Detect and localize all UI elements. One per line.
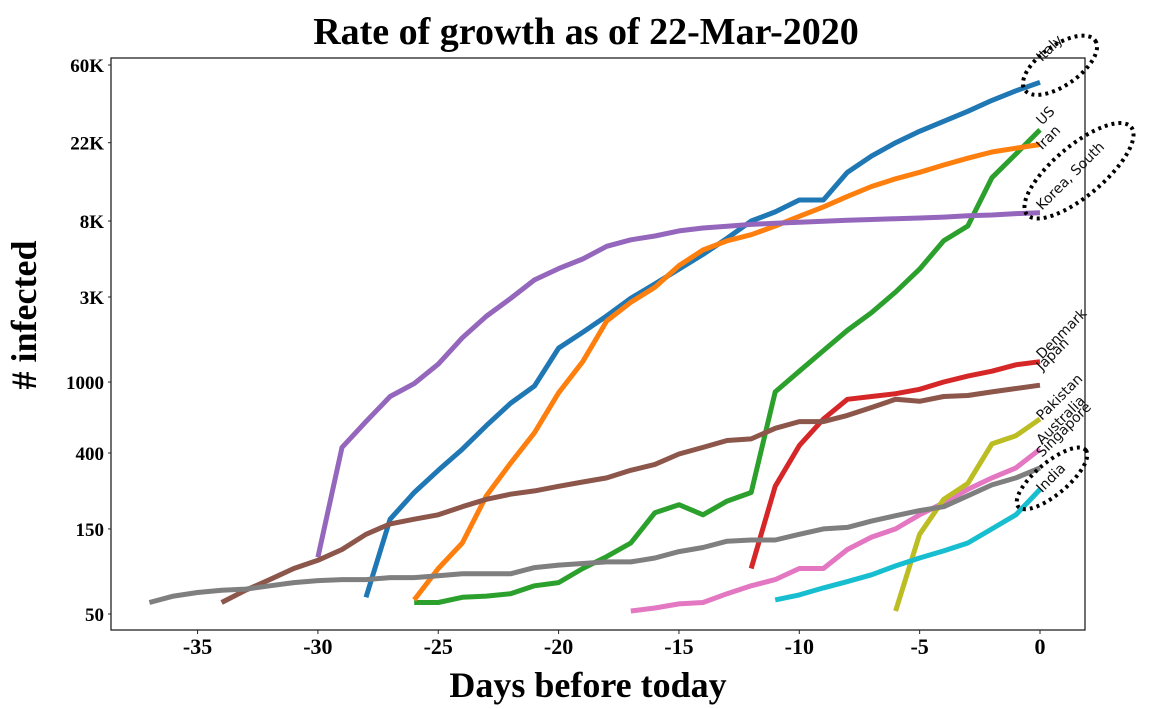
y-tick-label: 22K (70, 134, 104, 155)
series-line-australia (630, 447, 1042, 614)
plot-frame (110, 57, 1086, 631)
series-line-korea-south (315, 210, 1041, 558)
x-tick-label: -30 (303, 634, 332, 659)
y-axis-ticks: 50 150 400 1000 3K 8K 22K 60K (66, 56, 111, 626)
x-tick-label: -20 (544, 634, 573, 659)
y-tick-label: 8K (80, 212, 105, 233)
y-axis-label: # infected (4, 241, 44, 390)
series-label-iran: Iran (1034, 123, 1065, 154)
series-line-iran (412, 142, 1041, 602)
x-tick-label: -35 (183, 634, 212, 659)
series-line-pakistan (893, 416, 1042, 612)
series-line-india (774, 487, 1042, 603)
y-tick-label: 50 (85, 605, 104, 626)
series-line-japan (220, 382, 1041, 605)
y-tick-label: 60K (70, 56, 104, 77)
highlight-ovals (1014, 33, 1136, 512)
x-tick-label: -10 (785, 634, 814, 659)
x-tick-label: -5 (910, 634, 928, 659)
highlight-oval-india (1014, 445, 1090, 512)
x-tick-label: -15 (664, 634, 693, 659)
x-tick-label: -25 (424, 634, 453, 659)
x-axis-ticks: -35 -30 -25 -20 -15 -10 -5 0 (183, 630, 1046, 659)
y-tick-label: 3K (80, 288, 105, 309)
series-line-us (414, 128, 1042, 605)
series-lines (148, 79, 1042, 614)
series-line-singapore (148, 465, 1041, 605)
x-axis-label: Days before today (449, 665, 726, 705)
y-tick-label: 400 (76, 444, 105, 465)
y-tick-label: 150 (76, 520, 105, 541)
x-tick-label: 0 (1035, 634, 1046, 659)
highlight-oval-italy (1020, 33, 1100, 97)
series-line-italy (363, 79, 1041, 599)
y-tick-label: 1000 (66, 373, 104, 394)
chart-title: Rate of growth as of 22-Mar-2020 (313, 11, 859, 53)
highlight-oval-korea-south (1022, 121, 1136, 221)
series-line-denmark (748, 359, 1041, 570)
